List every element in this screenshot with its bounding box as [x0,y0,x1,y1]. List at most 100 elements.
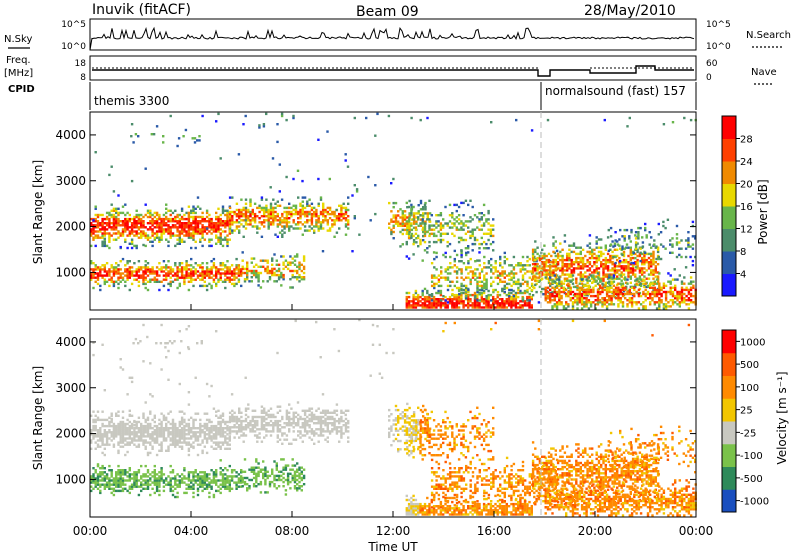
range-cell [252,225,254,227]
range-cell [99,285,101,287]
range-cell [304,414,306,416]
range-cell [296,276,298,278]
range-cell [117,287,119,289]
range-cell [295,209,297,211]
range-cell [512,298,514,300]
range-cell [637,237,639,239]
range-cell [497,294,499,296]
range-cell [556,283,558,285]
range-cell [188,431,190,433]
range-cell [492,266,494,268]
range-cell [549,297,551,299]
range-cell [630,229,632,231]
range-cell [120,277,122,279]
range-cell [229,448,231,450]
range-cell [272,422,274,424]
range-cell [621,271,623,273]
range-cell [145,283,147,285]
range-cell [165,204,167,206]
range-cell [469,304,471,306]
range-cell [156,279,158,281]
range-cell [445,256,447,258]
range-cell [213,266,215,268]
range-cell [210,220,212,222]
range-cell [545,287,547,289]
range-cell [183,437,185,439]
range-cell [402,243,404,245]
range-cell [133,435,135,437]
range-cell [262,280,264,282]
range-cell [657,263,659,265]
range-cell [494,300,496,302]
range-cell [406,298,408,300]
range-cell [517,287,519,289]
range-cell [210,245,212,247]
range-cell [254,430,256,432]
range-cell [524,281,526,283]
range-cell [197,270,199,272]
range-cell [557,261,559,263]
range-cell [623,267,625,269]
range-cell [195,413,197,415]
range-cell [293,412,295,414]
range-cell [462,202,464,204]
range-cell [108,425,110,427]
range-cell [217,220,219,222]
range-cell [238,426,240,428]
range-cell [474,260,476,262]
range-cell [92,437,94,439]
range-cell [588,301,590,303]
range-cell [534,240,536,242]
range-cell [183,421,185,423]
range-cell [301,264,303,266]
range-cell [644,252,646,254]
range-cell [115,239,117,241]
range-cell [258,126,260,128]
range-cell [626,299,628,301]
range-cell [208,214,210,216]
range-cell [115,224,117,226]
range-cell [688,283,690,285]
range-cell [111,204,113,206]
range-cell [643,257,645,259]
range-cell [192,427,194,429]
range-cell [561,265,563,267]
range-cell [649,297,651,299]
range-cell [254,225,256,227]
range-cell [572,297,574,299]
range-cell [188,230,190,232]
range-cell [286,213,288,215]
range-cell [424,304,426,306]
range-cell [317,178,319,180]
range-cell [592,291,594,293]
range-cell [658,256,660,258]
range-cell [679,291,681,293]
range-cell [129,431,131,433]
range-cell [145,234,147,236]
range-cell [145,431,147,433]
range-cell [222,220,224,222]
range-cell [545,289,547,291]
range-cell [554,303,556,305]
range-cell [286,211,288,213]
range-cell [347,209,349,211]
range-cell [261,209,263,211]
range-cell [192,208,194,210]
range-cell [663,307,665,309]
range-cell [593,261,595,263]
range-cell [610,276,612,278]
range-cell [422,212,424,214]
range-cell [474,243,476,245]
range-cell [318,225,320,227]
range-cell [254,213,256,215]
range-cell [336,215,338,217]
range-cell [656,295,658,297]
range-cell [324,219,326,221]
range-cell [649,283,651,285]
range-cell [192,212,194,214]
range-cell [526,302,528,304]
range-cell [276,260,278,262]
range-cell [115,266,117,268]
range-cell [665,303,667,305]
range-cell [136,268,138,270]
